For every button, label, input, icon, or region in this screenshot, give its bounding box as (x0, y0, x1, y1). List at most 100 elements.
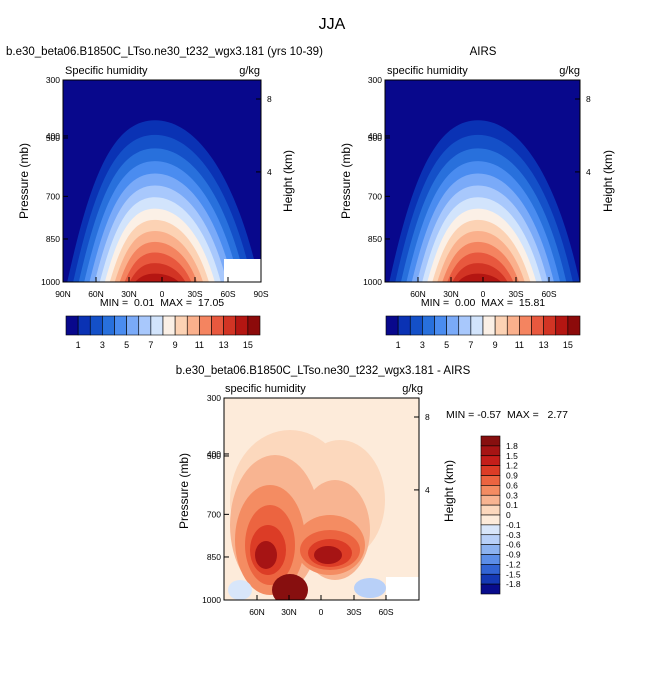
panel-airs-y-tick-label: 300 (368, 75, 382, 85)
panel-model-y-right-tick-label: 4 (267, 167, 272, 177)
panel-difference-colorbar-label: 0 (506, 510, 511, 520)
panel-model-units: g/kg (239, 65, 260, 77)
panel-difference-colorbar-box (480, 554, 501, 565)
panel-difference-colorbar-label: -1.2 (506, 559, 521, 569)
panel-difference-colorbar-box (480, 544, 501, 555)
panel-airs-colorbar-box (397, 315, 411, 336)
panel-airs-variable-label: specific humidity (387, 65, 468, 77)
panel-model-colorbar-label: 7 (148, 340, 153, 350)
panel-difference-variable-label: specific humidity (225, 383, 306, 395)
panel-difference-contour-band (354, 578, 386, 598)
panel-airs: AIRS specific humidity g/kg 60N 30N 0 30S 60… (339, 46, 615, 350)
panel-airs-y-tick-label: 700 (368, 191, 382, 201)
panel-difference-colorbar-box (480, 534, 501, 545)
panel-model-colorbar-box (77, 315, 91, 336)
panel-airs-colorbar-box (555, 315, 569, 336)
panel-model-colorbar-box (150, 315, 164, 336)
panel-difference-colorbar-box (480, 583, 501, 595)
panel-airs-colorbar-box (434, 315, 447, 336)
panel-airs-colorbar-label: 11 (515, 340, 524, 350)
panel-airs-colorbar-label: 13 (539, 340, 549, 350)
panel-model-y-right-tick-label: 8 (267, 94, 272, 104)
panel-difference-x-tick-label: 30N (281, 607, 297, 617)
panel-difference-colorbar-box (480, 485, 501, 496)
panel-difference-x-tick-label: 30S (346, 607, 361, 617)
panel-model-x-tick-label: 0 (160, 289, 165, 299)
panel-difference-contour-band (314, 546, 342, 564)
panel-difference-y-tick-label: 1000 (202, 595, 221, 605)
panel-model-stats: MIN = 0.01 MAX = 17.05 (100, 297, 224, 309)
panel-model-colorbar-box (247, 315, 261, 336)
panel-difference-stats: MIN = -0.57 MAX = 2.77 (446, 409, 568, 421)
panel-model-colorbar-box (89, 315, 103, 336)
panel-model-colorbar-box (65, 315, 79, 336)
panel-difference-colorbar-label: -0.9 (506, 550, 521, 560)
panel-model-missing-data-region (224, 259, 261, 282)
panel-model-y-axis-label: Pressure (mb) (17, 143, 31, 219)
panel-difference-missing-data-region (386, 577, 419, 600)
panel-difference-y-tick-label: 300 (207, 393, 221, 403)
panel-airs-colorbar-box (470, 315, 484, 336)
panel-model-y-tick-label: 400 (46, 131, 60, 141)
panel-model-y-tick-label: 300 (46, 75, 60, 85)
panel-model-y-tick-label: 500 (46, 133, 60, 143)
panel-model-y-tick-label: 1000 (41, 277, 60, 287)
panel-airs-colorbar-box (458, 315, 472, 336)
panel-difference-colorbar-label: -1.8 (506, 579, 521, 589)
panel-airs-contour-field (385, 80, 580, 282)
panel-difference-colorbar-box (480, 524, 501, 536)
panel-model-y-axis-right-label: Height (km) (281, 150, 295, 212)
panel-airs-colorbar-box (422, 315, 435, 336)
panel-difference-y-tick-label: 500 (207, 451, 221, 461)
panel-model-colorbar-label: 1 (76, 340, 81, 350)
panel-airs-y-axis-right-label: Height (km) (601, 150, 615, 212)
panel-difference-colorbar-label: 0.9 (506, 471, 518, 481)
panel-model-colorbar-box (114, 315, 127, 336)
panel-difference-colorbar: 1.81.51.20.90.60.30.10-0.1-0.3-0.6-0.9-1… (480, 435, 521, 595)
panel-difference-y-tick-label: 400 (207, 449, 221, 459)
panel-airs-colorbar-label: 5 (444, 340, 449, 350)
panel-airs-colorbar-label: 9 (493, 340, 498, 350)
panel-difference-colorbar-label: -0.3 (506, 530, 521, 540)
panel-difference-colorbar-box (480, 564, 501, 575)
panel-airs-y-tick-label: 400 (368, 131, 382, 141)
panel-model-x-tick-label: 30S (187, 289, 202, 299)
panel-airs-y-axis-label: Pressure (mb) (339, 143, 353, 219)
panel-model-colorbar-label: 15 (243, 340, 253, 350)
panel-model-colorbar-label: 9 (173, 340, 178, 350)
panel-model-contour-field (63, 80, 261, 282)
panel-difference-colorbar-box (480, 455, 501, 466)
panel-difference-contour-band (228, 580, 252, 600)
panel-model-contour-band (135, 273, 179, 282)
panel-airs-colorbar-label: 15 (563, 340, 573, 350)
panel-airs-colorbar-box (385, 315, 399, 336)
panel-difference-x-tick-label: 60N (249, 607, 265, 617)
panel-difference-contour-field (224, 398, 419, 600)
panel-airs-colorbar-box (519, 315, 532, 336)
panel-difference-x-tick-label: 60S (378, 607, 393, 617)
panel-difference-colorbar-box (480, 445, 501, 457)
panel-airs-colorbar-box (494, 315, 508, 336)
panel-airs-colorbar-box (531, 315, 544, 336)
panel-model-colorbar-label: 3 (100, 340, 105, 350)
panel-airs-x-tick-label: 60N (410, 289, 426, 299)
panel-difference-colorbar-label: 1.8 (506, 441, 518, 451)
panel-airs-y-tick-label: 1000 (363, 277, 382, 287)
panel-difference-colorbar-box (480, 475, 501, 486)
panel-difference-units: g/kg (402, 383, 423, 395)
panel-difference-title: b.e30_beta06.B1850C_LTso.ne30_t232_wgx3.… (176, 365, 471, 377)
panel-airs-colorbar-box (506, 315, 520, 336)
panel-model-colorbar-box (162, 315, 176, 336)
panel-airs-x-tick-label: 30S (508, 289, 523, 299)
panel-difference-x-tick-label: 0 (319, 607, 324, 617)
panel-difference-colorbar-box (480, 494, 501, 506)
panel-model-y-tick-label: 700 (46, 191, 60, 201)
panel-difference-y-tick-label: 700 (207, 509, 221, 519)
panel-airs-y-tick-label: 500 (368, 133, 382, 143)
panel-difference-colorbar-label: 0.1 (506, 500, 518, 510)
panel-model-colorbar-label: 13 (219, 340, 229, 350)
panel-airs-x-tick-label: 0 (481, 289, 486, 299)
panel-model-x-tick-label: 60S (220, 289, 235, 299)
